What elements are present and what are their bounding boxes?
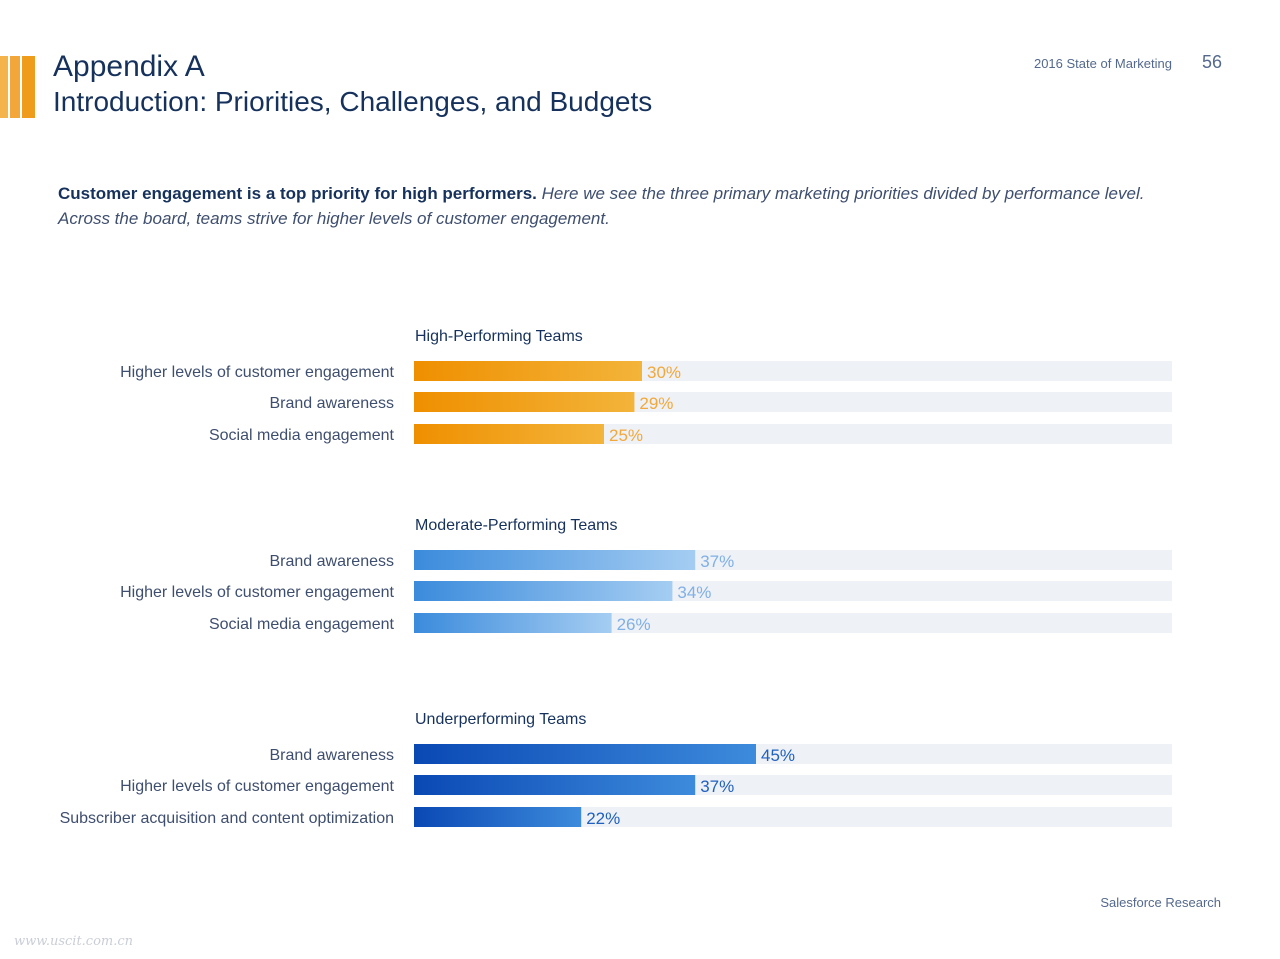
footer-source: Salesforce Research <box>1100 895 1221 910</box>
intro-paragraph: Customer engagement is a top priority fo… <box>58 181 1168 231</box>
category-label: Brand awareness <box>269 747 394 764</box>
category-label: Brand awareness <box>269 553 394 570</box>
category-label: Social media engagement <box>209 427 395 444</box>
report-name: 2016 State of Marketing <box>1033 56 1172 71</box>
bar <box>414 550 696 570</box>
data-label: 25% <box>609 426 643 445</box>
bar <box>414 424 604 444</box>
bar <box>414 613 612 633</box>
group-title: Moderate-Performing Teams <box>415 517 617 534</box>
data-label: 22% <box>586 809 620 828</box>
bar <box>414 775 696 795</box>
bar-track <box>414 807 1172 827</box>
group-title: Underperforming Teams <box>415 711 586 728</box>
bar <box>414 361 642 381</box>
data-label: 37% <box>700 552 734 571</box>
bar <box>414 392 635 412</box>
bar <box>414 744 756 764</box>
page-subtitle: Introduction: Priorities, Challenges, an… <box>53 86 653 117</box>
category-label: Social media engagement <box>209 616 395 633</box>
data-label: 34% <box>677 583 711 602</box>
accent-bar-light <box>0 56 8 118</box>
data-label: 45% <box>761 746 795 765</box>
data-label: 37% <box>700 777 734 796</box>
category-label: Brand awareness <box>269 395 394 412</box>
category-label: Higher levels of customer engagement <box>120 584 394 601</box>
data-label: 29% <box>639 394 673 413</box>
page-number: 56 <box>1201 52 1222 72</box>
category-label: Higher levels of customer engagement <box>120 778 394 795</box>
accent-bar-dark <box>22 56 35 118</box>
bar <box>414 581 673 601</box>
watermark: www.uscit.com.cn <box>14 934 134 949</box>
category-label: Higher levels of customer engagement <box>120 364 394 381</box>
category-label: Subscriber acquisition and content optim… <box>60 810 394 827</box>
accent-bar-mid <box>10 56 20 118</box>
data-label: 26% <box>617 615 651 634</box>
data-label: 30% <box>647 363 681 382</box>
bar <box>414 807 582 827</box>
group-title: High-Performing Teams <box>415 328 583 345</box>
page-title: Appendix A <box>53 50 205 83</box>
intro-italic: Here we see the three primary marketing … <box>58 184 1145 228</box>
intro-bold: Customer engagement is a top priority fo… <box>58 184 537 203</box>
